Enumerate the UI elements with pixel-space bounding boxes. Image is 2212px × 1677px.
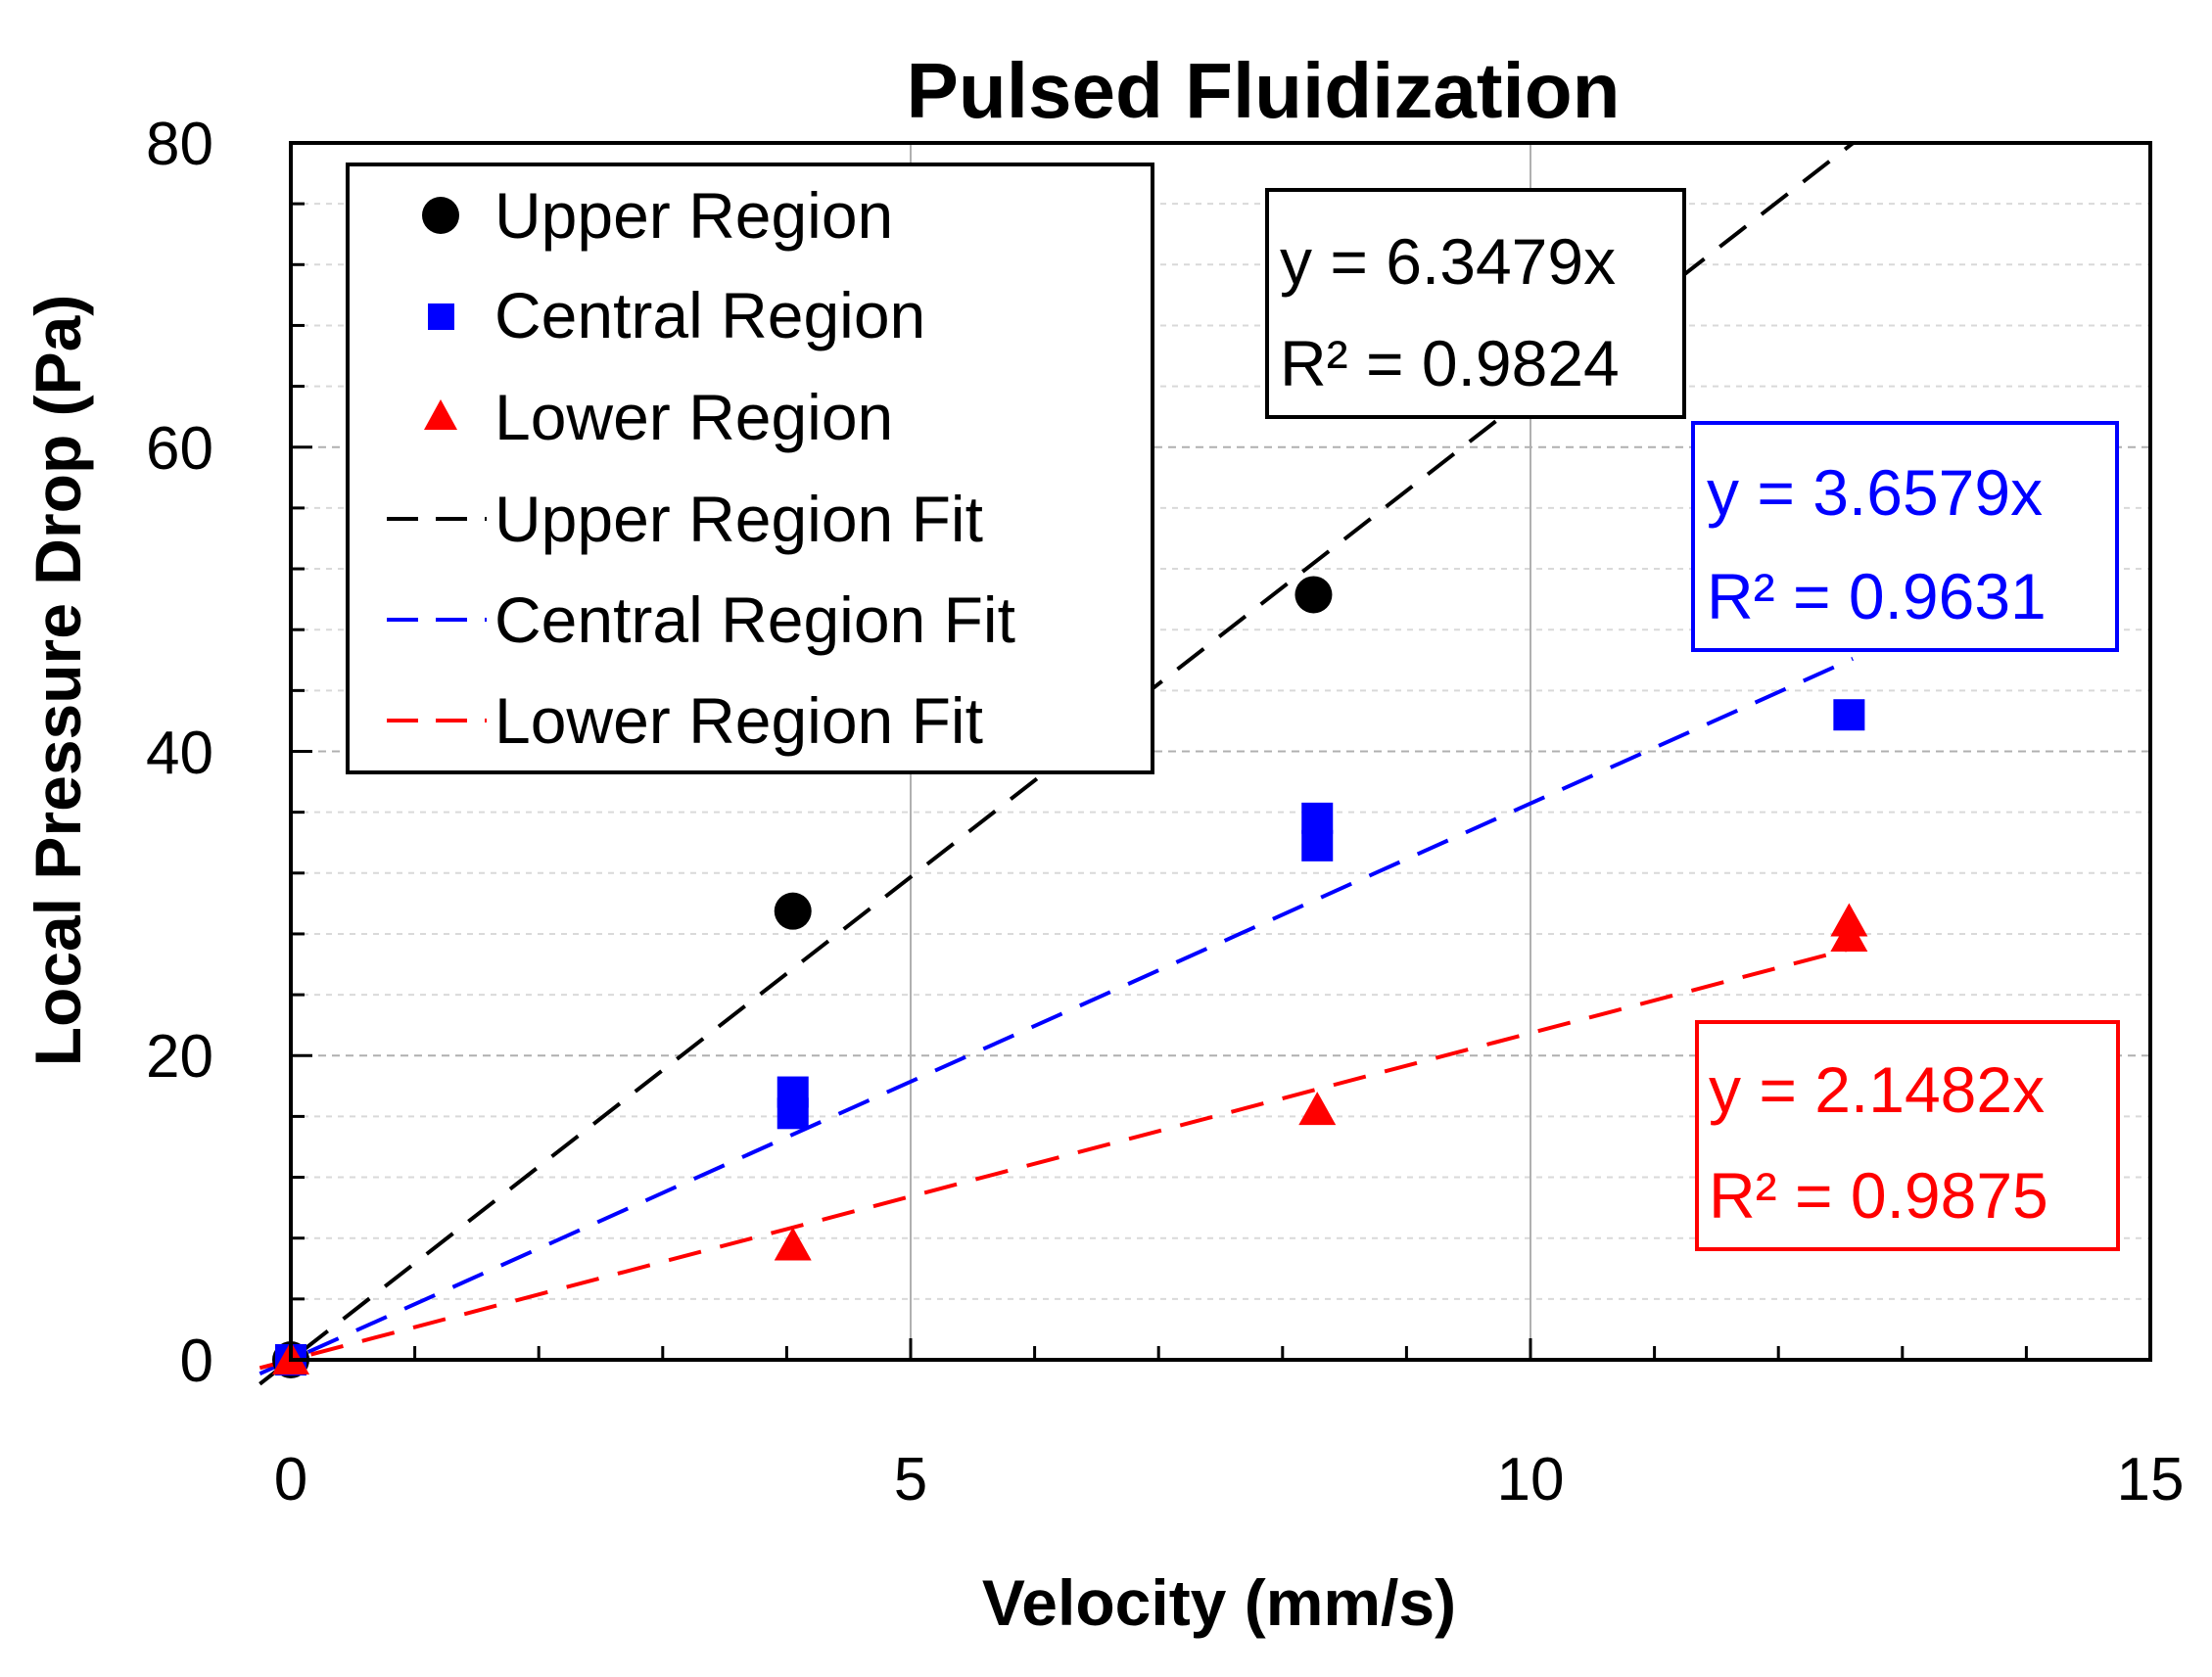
lower-fit-annotation: y = 2.1482x R² = 0.9875	[1695, 1020, 2120, 1251]
central-fit-annotation: y = 3.6579x R² = 0.9631	[1691, 421, 2119, 652]
upper-fit-annotation: y = 6.3479x R² = 0.9824	[1265, 188, 1686, 419]
x-tick-label: 15	[2117, 1446, 2185, 1514]
lower-region-point	[774, 1227, 812, 1261]
legend-upper-marker	[422, 197, 459, 234]
legend-box	[346, 163, 1154, 774]
central-region-fit-line	[259, 657, 1854, 1376]
legend-upper-fit-label: Upper Region Fit	[494, 483, 983, 555]
y-tick-label: 40	[146, 720, 213, 787]
chart-title: Pulsed Fluidization	[907, 47, 1621, 134]
legend-lower-marker	[424, 399, 457, 430]
central-annotation-box	[1691, 421, 2119, 652]
lower-r2: R² = 0.9875	[1709, 1159, 2048, 1232]
legend: Upper Region Central Region Lower Region…	[346, 163, 1154, 774]
y-tick-label: 20	[146, 1023, 213, 1091]
upper-annotation-box	[1265, 188, 1686, 419]
y-tick-label: 80	[146, 111, 213, 178]
x-tick-label: 5	[894, 1446, 927, 1514]
central-region-point	[1301, 802, 1334, 834]
lower-region-point	[1830, 903, 1868, 937]
legend-upper-label: Upper Region	[494, 179, 893, 252]
legend-central-marker	[428, 303, 454, 330]
x-tick-label: 10	[1497, 1446, 1565, 1514]
lower-annotation-box	[1695, 1020, 2120, 1251]
central-region-point	[1833, 699, 1865, 731]
lower-region-fit-line	[259, 946, 1854, 1371]
legend-lower-label: Lower Region	[494, 381, 893, 453]
lower-region-point	[1298, 1092, 1337, 1126]
upper-region-point	[1294, 576, 1333, 614]
central-region-point	[777, 1076, 809, 1108]
y-tick-label: 60	[146, 415, 213, 483]
lower-equation: y = 2.1482x	[1709, 1053, 2045, 1126]
y-tick-label: 0	[180, 1328, 213, 1395]
data-markers	[272, 576, 1868, 1378]
legend-central-fit-label: Central Region Fit	[494, 583, 1015, 656]
x-axis-label: Velocity (mm/s)	[982, 1566, 1456, 1639]
upper-region-point	[774, 892, 812, 930]
y-axis-label: Local Pressure Drop (Pa)	[22, 295, 94, 1067]
legend-central-label: Central Region	[494, 279, 925, 351]
axis-ticks	[289, 141, 2152, 1362]
central-equation: y = 3.6579x	[1707, 456, 2043, 529]
x-tick-label: 0	[274, 1446, 307, 1514]
legend-lower-fit-label: Lower Region Fit	[494, 684, 983, 757]
upper-equation: y = 6.3479x	[1280, 225, 1616, 298]
central-region-point	[1301, 829, 1334, 862]
central-r2: R² = 0.9631	[1707, 560, 2047, 632]
upper-r2: R² = 0.9824	[1280, 327, 1620, 399]
